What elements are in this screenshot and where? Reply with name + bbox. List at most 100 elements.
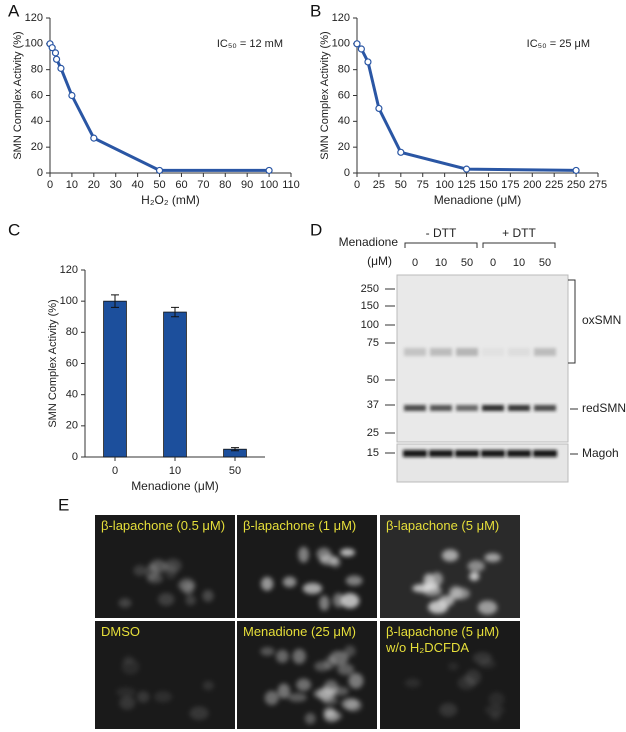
cells bbox=[118, 558, 214, 608]
cell bbox=[448, 662, 459, 671]
point bbox=[68, 91, 76, 100]
cell bbox=[133, 565, 147, 577]
cell bbox=[404, 678, 421, 688]
band bbox=[455, 450, 479, 457]
cell bbox=[484, 705, 505, 716]
x-tick-label: 50 bbox=[153, 179, 165, 191]
lane-label: 10 bbox=[435, 257, 447, 269]
x-tick-label: 225 bbox=[545, 179, 563, 191]
cells bbox=[412, 549, 501, 615]
band bbox=[403, 450, 427, 457]
y-tick-label: 0 bbox=[72, 451, 78, 463]
cell bbox=[146, 573, 164, 584]
cell bbox=[202, 680, 214, 691]
y-tick-label: 40 bbox=[66, 389, 78, 401]
cells bbox=[116, 655, 214, 720]
cell bbox=[275, 649, 289, 663]
point bbox=[364, 58, 372, 66]
error-bar bbox=[111, 294, 119, 308]
cell bbox=[202, 589, 214, 602]
y-tick-label: 0 bbox=[37, 167, 43, 179]
bar bbox=[163, 311, 187, 458]
curve bbox=[355, 42, 577, 172]
cell bbox=[319, 595, 330, 611]
band bbox=[534, 348, 556, 356]
cell bbox=[154, 691, 172, 703]
cell bbox=[478, 659, 496, 669]
cell bbox=[314, 661, 331, 672]
cell bbox=[477, 600, 498, 615]
x-tick-label: 0 bbox=[354, 179, 360, 191]
cells bbox=[404, 652, 505, 721]
group-label: + DTT bbox=[502, 226, 536, 240]
point bbox=[48, 44, 56, 52]
caption-line: β-lapachone (5 μM) bbox=[386, 518, 499, 533]
x-tick-label: 150 bbox=[479, 179, 497, 191]
cell bbox=[448, 585, 463, 600]
band-label: oxSMN bbox=[582, 313, 621, 327]
lane-label: 10 bbox=[513, 257, 525, 269]
y-axis-label: SMN Complex Activity (%) bbox=[47, 299, 59, 427]
panel-label: A bbox=[8, 1, 20, 20]
y-tick-label: 20 bbox=[338, 141, 350, 153]
cell bbox=[158, 592, 175, 606]
x-tick-label: 30 bbox=[110, 179, 122, 191]
caption: β-lapachone (0.5 μM) bbox=[101, 518, 225, 533]
cell bbox=[337, 663, 355, 676]
group-bracket bbox=[482, 242, 556, 248]
cell bbox=[149, 558, 167, 575]
panel-label: C bbox=[8, 220, 20, 239]
group-bracket bbox=[404, 242, 478, 248]
caption: β-lapachone (5 μM) bbox=[386, 518, 499, 533]
cell bbox=[121, 658, 140, 675]
unit-label: (μM) bbox=[367, 254, 392, 268]
x-tick-label: 100 bbox=[260, 179, 278, 191]
blot-image bbox=[396, 274, 569, 443]
band bbox=[429, 450, 453, 457]
panel-label: E bbox=[58, 495, 69, 514]
x-tick-label: 25 bbox=[373, 179, 385, 191]
panel-label: D bbox=[310, 220, 322, 239]
cell bbox=[344, 645, 356, 657]
cell bbox=[298, 546, 310, 563]
cell bbox=[441, 549, 459, 562]
x-tick-label: 75 bbox=[417, 179, 429, 191]
marker-label: 150 bbox=[361, 300, 379, 312]
x-tick-label: 90 bbox=[241, 179, 253, 191]
band bbox=[482, 348, 504, 356]
cell bbox=[292, 648, 306, 664]
x-tick-label: 0 bbox=[47, 179, 53, 191]
band bbox=[507, 450, 531, 457]
panel-label: B bbox=[310, 1, 321, 20]
cell bbox=[323, 709, 340, 723]
band bbox=[481, 450, 505, 457]
cell bbox=[118, 598, 132, 608]
cell bbox=[260, 576, 274, 591]
x-tick-label: 125 bbox=[457, 179, 475, 191]
x-tick-label: 70 bbox=[197, 179, 209, 191]
cell bbox=[332, 593, 345, 608]
band-label: Magoh bbox=[582, 446, 619, 460]
y-tick-label: 100 bbox=[60, 295, 78, 307]
point bbox=[397, 148, 405, 156]
point bbox=[572, 166, 580, 175]
x-tick-label: 50 bbox=[229, 465, 241, 477]
band bbox=[404, 348, 426, 356]
cell bbox=[439, 702, 458, 717]
cell bbox=[322, 696, 339, 706]
cell bbox=[469, 571, 480, 581]
cell bbox=[331, 686, 349, 696]
curve bbox=[48, 43, 270, 172]
band bbox=[404, 405, 426, 411]
cell bbox=[179, 577, 195, 594]
cell bbox=[424, 582, 439, 591]
cell bbox=[484, 553, 501, 563]
x-tick-label: 175 bbox=[501, 179, 519, 191]
point bbox=[357, 45, 365, 53]
y-axis-label: SMN Complex Activity (%) bbox=[12, 31, 24, 159]
band bbox=[533, 450, 557, 457]
bar bbox=[103, 300, 127, 458]
caption: β-lapachone (1 μM) bbox=[243, 518, 356, 533]
cell bbox=[340, 593, 360, 609]
cell bbox=[319, 555, 339, 565]
